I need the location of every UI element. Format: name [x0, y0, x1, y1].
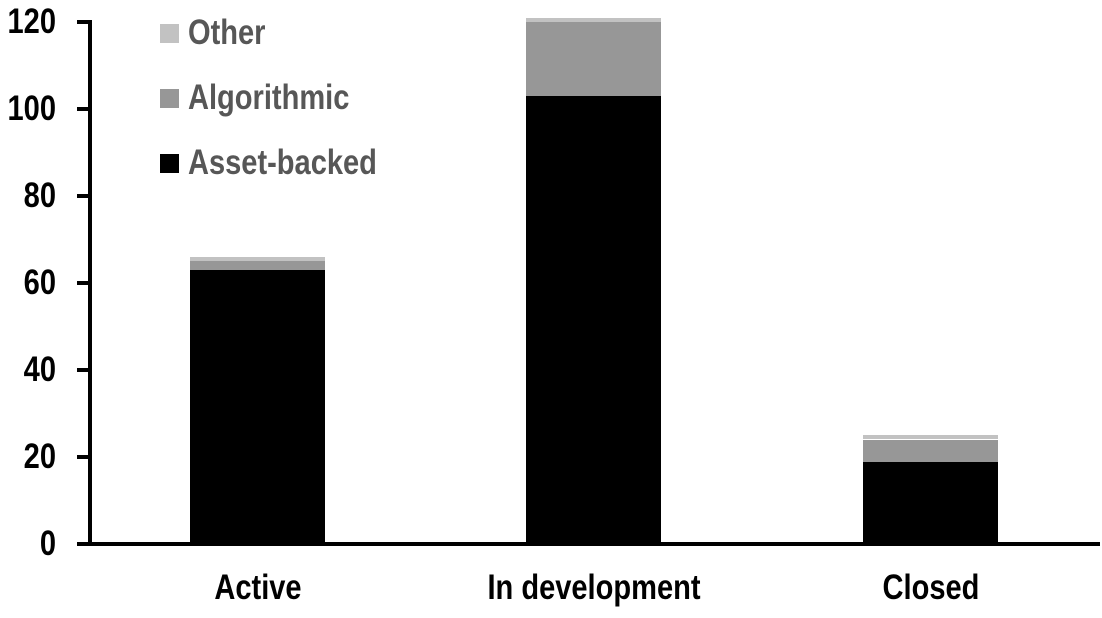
bar-segment	[863, 440, 998, 462]
x-category-label: Closed	[882, 568, 979, 607]
y-tick-label: 20	[23, 437, 56, 476]
x-category-label: Active	[213, 568, 302, 607]
y-tick-mark	[77, 455, 88, 459]
y-tick-label: 120	[7, 2, 56, 41]
y-axis-line	[88, 20, 92, 546]
y-tick-mark	[77, 20, 88, 24]
y-tick-label: 0	[39, 524, 56, 563]
legend-swatch	[160, 154, 179, 173]
y-tick-mark	[77, 107, 88, 111]
x-axis-line	[88, 542, 1100, 546]
legend-label: Algorithmic	[188, 78, 350, 117]
y-tick-label: 40	[23, 350, 56, 389]
legend-label: Asset-backed	[188, 143, 377, 182]
bar-segment	[526, 22, 661, 96]
y-tick-label: 100	[7, 89, 56, 128]
y-tick-mark	[77, 194, 88, 198]
legend-swatch	[160, 24, 179, 43]
y-tick-mark	[77, 542, 88, 546]
bar-segment	[526, 96, 661, 544]
legend-swatch	[160, 89, 179, 108]
bar-segment	[863, 435, 998, 439]
y-tick-mark	[77, 368, 88, 372]
bar-segment	[190, 270, 325, 544]
legend-label: Other	[188, 13, 266, 52]
y-tick-label: 80	[23, 176, 56, 215]
bar-segment	[190, 261, 325, 270]
bar-segment	[190, 257, 325, 261]
y-tick-mark	[77, 281, 88, 285]
bar-segment	[863, 461, 998, 544]
bar-segment	[526, 18, 661, 22]
x-category-label: In development	[486, 568, 701, 607]
y-tick-label: 60	[23, 263, 56, 302]
